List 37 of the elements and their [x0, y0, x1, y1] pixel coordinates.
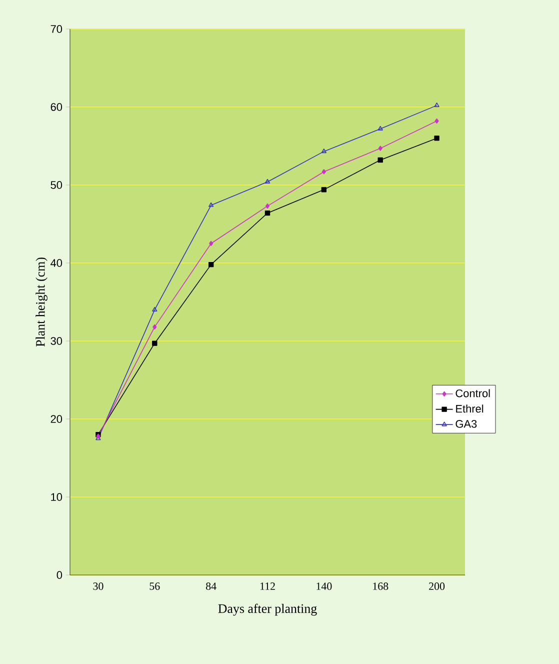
x-tick-label: 140 [316, 582, 332, 590]
point [321, 187, 327, 192]
point [209, 240, 214, 246]
point [152, 324, 157, 330]
point [264, 210, 270, 216]
point [265, 203, 270, 209]
y-tick-label: 10 [51, 493, 62, 501]
y-axis-title: Plant height (cm) [36, 258, 48, 347]
x-tick-label: 168 [373, 582, 388, 590]
legend-label: Control [456, 389, 490, 398]
y-tick-label: 40 [50, 259, 62, 267]
legend-label: GA3 [456, 420, 477, 428]
y-tick-label: 30 [50, 337, 62, 345]
point [378, 146, 382, 151]
point [208, 202, 214, 207]
y-tick-label: 70 [50, 25, 62, 33]
y-tick-label: 0 [56, 571, 62, 579]
x-tick-label: 112 [260, 582, 275, 590]
point [378, 126, 383, 130]
point [434, 136, 440, 141]
point [378, 157, 383, 163]
x-tick-label: 56 [150, 582, 160, 590]
y-tick-label: 20 [50, 415, 62, 423]
x-tick-label: 200 [429, 582, 445, 590]
point [152, 306, 158, 312]
point [321, 148, 326, 154]
point [322, 169, 326, 174]
point [152, 340, 158, 346]
legend-label: Ethrel [456, 404, 484, 413]
y-tick-label: 60 [50, 103, 62, 111]
y-tick-label: 50 [50, 181, 62, 189]
x-tick-label: 84 [206, 582, 216, 590]
point [434, 118, 439, 124]
x-tick-label: 30 [93, 582, 104, 590]
x-axis-title: Days after planting [218, 604, 317, 616]
point [208, 262, 214, 268]
point [264, 178, 270, 184]
